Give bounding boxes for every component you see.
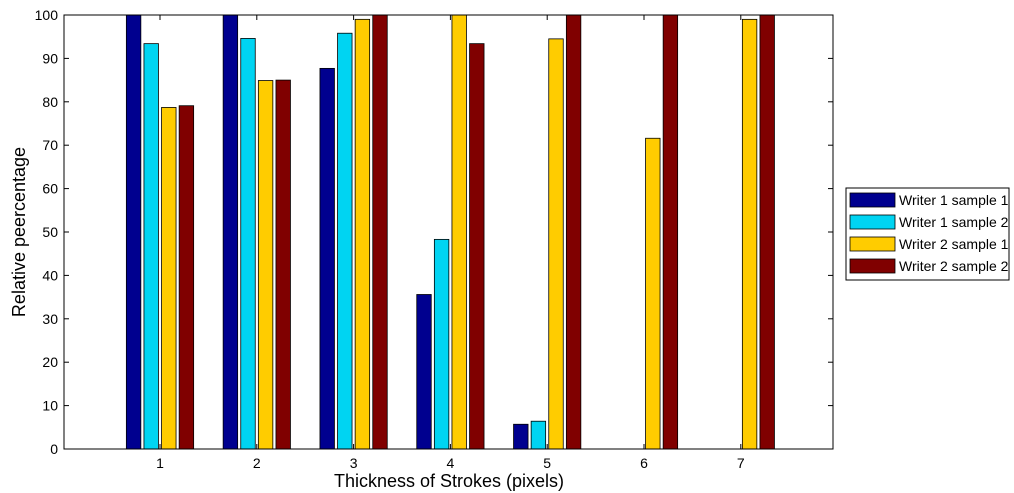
x-tick-label: 7	[737, 455, 745, 471]
bar-1-5	[513, 423, 529, 450]
bar-4-2	[275, 79, 291, 450]
y-tick-label: 40	[42, 267, 58, 283]
bar-2-4	[433, 238, 450, 450]
y-tick-label: 30	[42, 311, 58, 327]
x-tick-label: 1	[156, 455, 164, 471]
bar-1-4	[416, 294, 432, 450]
y-axis-label: Relative peercentage	[9, 147, 29, 317]
legend-label-3: Writer 2 sample 1	[899, 236, 1009, 252]
legend: Writer 1 sample 1 Writer 1 sample 2 Writer…	[845, 187, 1010, 281]
y-tick-label: 20	[42, 354, 58, 370]
legend-label-4: Writer 2 sample 2	[899, 258, 1009, 274]
bar-3-7	[741, 18, 758, 450]
bar-4-6	[662, 14, 679, 450]
bar-1-1	[125, 14, 142, 450]
legend-swatch-3	[849, 236, 896, 252]
bar-4-7	[759, 14, 775, 450]
bar-4-5	[565, 14, 582, 450]
y-tick-label: 70	[42, 137, 58, 153]
bar-2-3	[337, 32, 353, 450]
bar-2-5	[530, 420, 547, 450]
bar-4-3	[372, 14, 388, 450]
bar-4-4	[469, 43, 485, 450]
bar-3-3	[354, 18, 371, 450]
y-tick-label: 60	[42, 181, 58, 197]
bar-3-1	[161, 107, 177, 450]
x-tick-label: 2	[253, 455, 261, 471]
legend-swatch-4	[849, 258, 896, 274]
axis-labels-group: Thickness of Strokes (pixels) Relative p…	[9, 147, 564, 491]
x-tick-label: 3	[350, 455, 358, 471]
x-tick-label: 4	[447, 455, 455, 471]
y-tick-label: 90	[42, 50, 58, 66]
bar-3-5	[548, 38, 564, 450]
axes-group: 0 10 20 30 40 50 60 70 80 90 100 1 2 3 4 5 6 7	[35, 7, 834, 471]
legend-swatch-1	[849, 192, 896, 208]
y-tick-label: 100	[35, 7, 59, 23]
bar-3-4	[451, 14, 467, 450]
y-tick-label: 10	[42, 398, 58, 414]
bar-3-2	[257, 80, 274, 450]
bar-4-1	[178, 105, 195, 450]
bar-1-3	[319, 67, 335, 450]
legend-label-1: Writer 1 sample 1	[899, 192, 1009, 208]
y-tick-label: 80	[42, 94, 58, 110]
y-tick-label: 0	[50, 441, 58, 457]
legend-label-2: Writer 1 sample 2	[899, 214, 1009, 230]
x-tick-label: 5	[543, 455, 551, 471]
x-axis-label: Thickness of Strokes (pixels)	[334, 471, 564, 491]
x-tick-label: 6	[640, 455, 648, 471]
bar-3-6	[645, 137, 661, 450]
y-tick-label: 50	[42, 224, 58, 240]
bar-2-1	[143, 43, 159, 450]
bar-1-2	[222, 14, 239, 450]
bar-2-2	[240, 38, 256, 450]
legend-swatch-2	[849, 214, 896, 230]
